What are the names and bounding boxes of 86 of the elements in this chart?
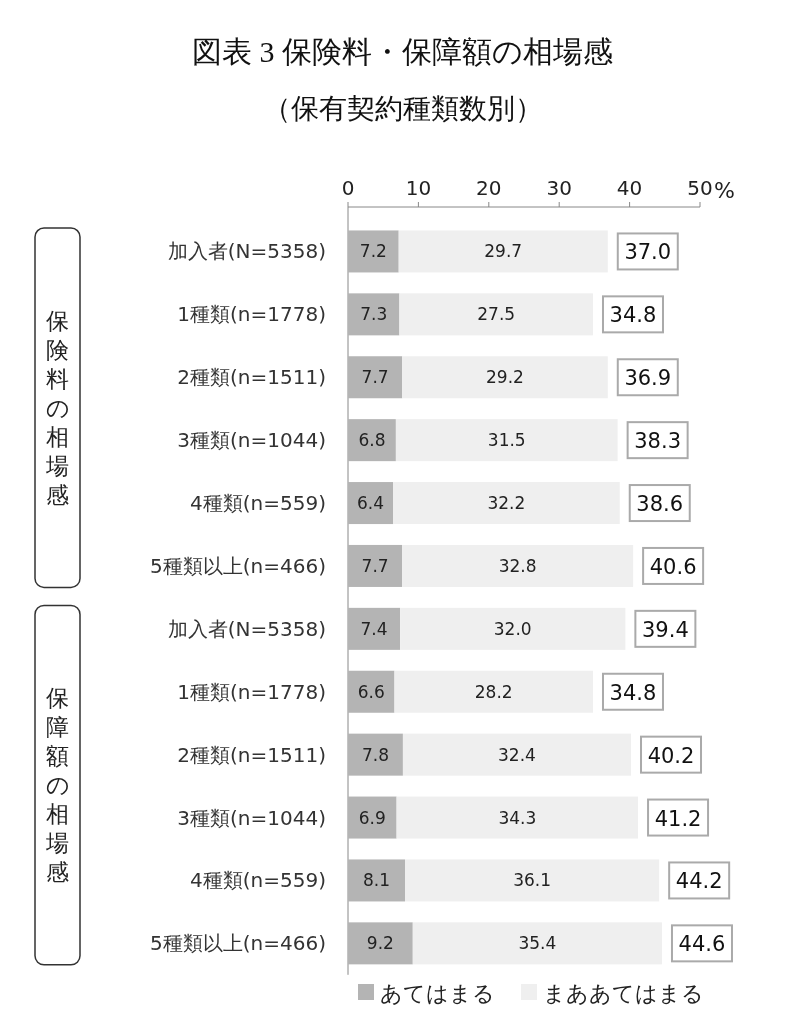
bar [402,544,634,587]
data-label: 6.9 [358,807,386,828]
total-label: 38.6 [636,492,684,517]
legend-label: まああてはまる [543,981,704,1006]
bar [394,670,593,713]
data-label: 32.4 [498,744,536,765]
text: 保障額の相場感 [45,685,70,886]
bar [348,607,401,650]
あてはまる: 7.2 7.3 7.7 6.8 6.4 7.7 7.4 6.6 7.8 6.9 8.1 9.2 [348,230,413,965]
bar [348,859,406,902]
bar [348,922,413,965]
bar [398,230,608,273]
y-tick-label: 5種類以上(n=466) [150,553,326,578]
data-label: 7.8 [361,744,389,765]
data-label: 35.4 [518,933,557,954]
total-label: 36.9 [624,366,672,391]
y-tick-label: 3種類(n=1044) [177,805,326,830]
y-tick-label: 2種類(n=1511) [177,365,326,390]
data-label: 29.2 [486,367,524,388]
data-label: 34.3 [498,807,537,828]
y-tick-label: 1種類(n=1778) [177,302,326,327]
bar [393,482,620,525]
y-tick-label: 4種類(n=559) [190,491,326,516]
y-tick-label: 5種類以上(n=466) [150,931,326,956]
x-tick-label: 40 [616,176,643,200]
data-label: 32.0 [493,618,532,639]
x-tick-label: 50 [687,176,713,200]
data-label: 9.2 [366,933,394,954]
text: 保険料の相場感 [45,307,70,508]
data-label: 7.7 [361,555,389,576]
data-label: 6.6 [357,681,385,702]
data-label: 6.4 [357,493,385,514]
chart-title: 図表 3 保険料・保障額の相場感 [192,35,613,68]
total-label: 39.4 [641,617,689,642]
y-tick-label: 2種類(n=1511) [177,742,326,767]
y-tick-label: 3種類(n=1044) [177,428,326,453]
data-label: 7.7 [361,367,389,388]
total-label: 34.8 [609,680,657,705]
bar [400,607,626,650]
bar [348,419,396,462]
bar [402,356,608,399]
data-label: 28.2 [474,681,513,702]
total-label: 37.0 [624,240,672,265]
total-label: 44.2 [675,869,723,894]
chart-subtitle: （保有契約種類数別） [262,93,543,124]
x-tick-label: 0 [341,176,355,200]
bar [348,356,403,399]
bar [348,670,395,713]
total-label: 44.6 [678,932,726,957]
y-tick-label: 加入者(N=5358) [167,616,326,641]
bar [396,796,639,839]
data-label: 32.2 [487,493,526,514]
y-tick-label: 1種類(n=1778) [177,679,326,704]
bar [348,293,400,336]
bar [412,922,662,965]
x-tick-label: 10 [405,176,432,200]
legend-label: あてはまる [380,981,495,1006]
bar [405,859,660,902]
y-tick-label: 4種類(n=559) [190,868,326,893]
total-label: 41.2 [654,806,702,831]
data-label: 29.7 [484,241,523,262]
bar [402,733,632,776]
x-tick-label: 30 [546,176,572,200]
x-axis-title: % [714,178,735,203]
bar [348,230,399,273]
data-label: 8.1 [362,870,391,891]
data-label: 7.2 [359,241,387,262]
total-label: 40.6 [649,554,697,579]
bar [348,544,403,587]
bar [348,733,403,776]
bar [348,796,397,839]
total-label: 38.3 [634,429,682,454]
data-label: 27.5 [477,304,516,325]
data-label: 7.3 [360,304,388,325]
data-label: 36.1 [513,870,552,891]
x-tick-label: 20 [476,176,502,200]
data-label: 7.4 [360,618,388,639]
total-label: 34.8 [609,303,657,328]
data-label: 32.8 [498,555,537,576]
bar [395,419,618,462]
y-tick-label: 加入者(N=5358) [167,239,326,264]
bar [399,293,593,336]
total-label: 40.2 [647,743,695,768]
data-label: 31.5 [487,430,526,451]
data-label: 6.8 [358,430,386,451]
bar [348,482,394,525]
